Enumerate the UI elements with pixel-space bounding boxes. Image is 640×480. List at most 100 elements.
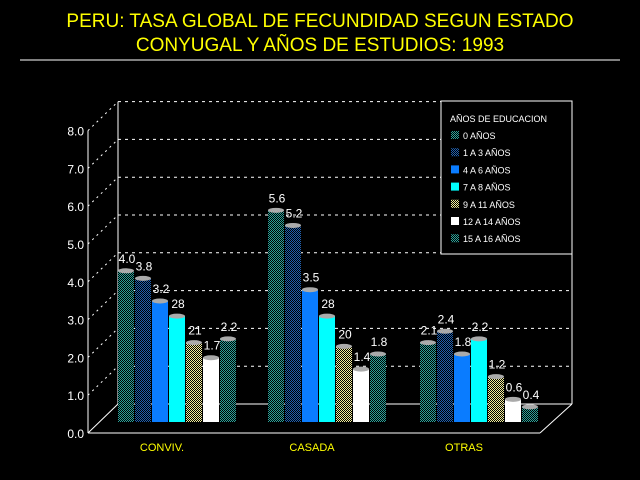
bar-texture: [370, 353, 386, 422]
bar-top: [135, 275, 151, 281]
data-label: 0.4: [523, 388, 540, 402]
legend-swatch-texture: [451, 234, 459, 243]
bar: [152, 301, 168, 422]
bar-texture: [268, 210, 284, 422]
bar-top: [471, 336, 487, 342]
y-tick-label: 8.0: [67, 125, 84, 139]
bar-top: [336, 343, 352, 349]
bar-top: [220, 336, 236, 342]
bar-top: [268, 207, 284, 213]
legend-item: 4 A 6 AÑOS: [463, 165, 511, 175]
bar-top: [505, 396, 521, 402]
category-label: CONVIV.: [140, 442, 184, 454]
legend-item: 15 A 16 AÑOS: [463, 234, 521, 244]
category-label: OTRAS: [445, 442, 483, 454]
legend-swatch-texture: [451, 131, 459, 139]
bar-top: [302, 287, 318, 293]
bar-top: [488, 374, 504, 380]
bar: [505, 399, 521, 422]
bar-texture: [522, 406, 538, 422]
data-label: 1.2: [489, 358, 506, 372]
gridline-side: [87, 214, 119, 245]
legend-title: AÑOS DE EDUCACION: [450, 114, 547, 124]
bar-top: [454, 351, 470, 357]
y-tick-label: 3.0: [67, 314, 84, 328]
gridline-side: [87, 101, 119, 131]
legend-swatch: [451, 182, 459, 191]
data-label: 20: [338, 327, 352, 341]
data-label: 1.8: [455, 335, 472, 349]
data-label: 0.6: [506, 380, 523, 394]
bar-top: [319, 313, 335, 319]
data-label: 1.7: [204, 339, 221, 353]
legend-item: 7 A 8 AÑOS: [463, 183, 511, 193]
category-labels: CONVIV. CASADA OTRAS: [140, 442, 483, 454]
bar-top: [118, 268, 134, 274]
bar: [169, 316, 185, 422]
bar: [203, 357, 219, 422]
bar-top: [186, 340, 202, 346]
data-label: 1.8: [371, 335, 388, 349]
bar: [302, 289, 318, 422]
bar-top: [285, 222, 301, 228]
legend-item: 9 A 11 AÑOS: [463, 200, 515, 210]
y-tick-label: 4.0: [67, 276, 84, 290]
bar: [471, 338, 487, 422]
floor-left-edge: [87, 403, 119, 434]
y-tick-label: 2.0: [67, 351, 84, 365]
chart-title-line-2: CONYUGAL Y AÑOS DE ESTUDIOS: 1993: [136, 34, 504, 56]
legend-item: 12 A 14 AÑOS: [463, 217, 521, 227]
bar-top: [370, 351, 386, 357]
bar-texture: [135, 278, 151, 422]
legend: AÑOS DE EDUCACION 0 AÑOS 1 A 3 AÑOS 4 A 6 A…: [440, 100, 573, 255]
bar-top: [437, 328, 453, 334]
bar-top: [420, 340, 436, 346]
gridline-side: [87, 139, 119, 169]
data-label: 3.8: [136, 259, 153, 273]
category-label: CASADA: [289, 442, 335, 454]
data-label: 4.0: [119, 252, 136, 266]
bar-texture: [420, 342, 436, 422]
data-label: 28: [321, 297, 335, 311]
y-tick-label: 0.0: [67, 427, 84, 441]
bar-top: [169, 313, 185, 319]
data-label: 1.4: [354, 350, 371, 364]
gridline-side: [87, 365, 119, 396]
data-label: 2.2: [472, 320, 489, 334]
y-tick-label: 6.0: [67, 200, 84, 214]
bar: [454, 353, 470, 422]
data-label: 2.1: [421, 324, 438, 338]
bar: [353, 369, 369, 422]
bar-texture: [437, 331, 453, 422]
data-label: 2.2: [221, 320, 238, 334]
legend-swatch-texture: [451, 148, 459, 157]
y-tick-label: 5.0: [67, 238, 84, 252]
bar-top: [152, 298, 168, 304]
data-label: 2.4: [438, 312, 455, 326]
bar: [319, 316, 335, 422]
bar-texture: [118, 270, 134, 422]
legend-item: 0 AÑOS: [463, 131, 496, 141]
data-label: 5.6: [269, 191, 286, 205]
data-label: 3.2: [153, 282, 170, 296]
bar-top: [203, 355, 219, 361]
gridline-side: [87, 328, 119, 358]
bar-texture: [488, 376, 504, 422]
legend-item: 1 A 3 AÑOS: [463, 148, 511, 158]
floor-right-edge: [539, 403, 573, 434]
gridline-side: [87, 176, 119, 207]
gridline-side: [87, 252, 119, 283]
y-tick-label: 1.0: [67, 389, 84, 403]
chart-title-line-1: PERU: TASA GLOBAL DE FECUNDIDAD SEGUN ES…: [66, 11, 573, 32]
legend-swatch: [451, 217, 459, 225]
bar-texture: [186, 342, 202, 422]
legend-swatch: [451, 165, 459, 174]
bar-top: [522, 404, 538, 410]
bar-texture: [336, 346, 352, 422]
data-label: 3.5: [303, 271, 320, 285]
bar-top: [353, 366, 369, 372]
bar-texture: [285, 225, 301, 422]
legend-box: [440, 100, 573, 255]
data-label: 5.2: [286, 206, 303, 220]
